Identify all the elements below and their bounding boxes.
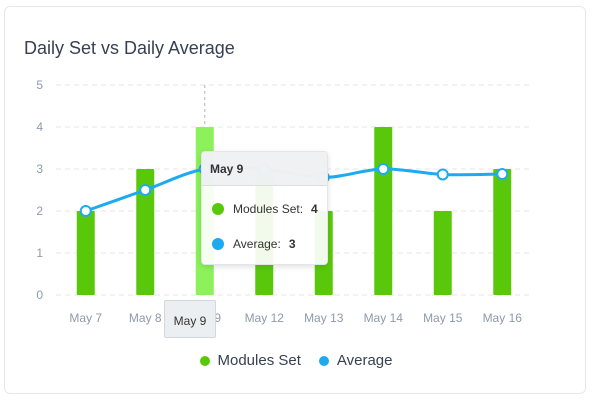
- x-tick-label: May 13: [304, 311, 344, 325]
- chart-legend: Modules Set Average: [0, 352, 592, 369]
- x-tick-label: May 8: [129, 311, 162, 325]
- x-tick-label: May 14: [364, 311, 404, 325]
- x-tick-label: May 15: [423, 311, 463, 325]
- x-axis-tooltip: May 9: [164, 300, 216, 338]
- average-point: [377, 163, 390, 175]
- y-tick-label: 3: [36, 162, 43, 176]
- y-tick-label: 4: [36, 120, 43, 134]
- legend-item-modules-set[interactable]: Modules Set: [199, 352, 301, 369]
- series-dot-icon: [212, 203, 224, 215]
- tooltip-date: May 9: [202, 152, 327, 186]
- tooltip-value: 3: [288, 237, 296, 251]
- series-dot-icon: [212, 238, 224, 250]
- legend-marker-icon: [318, 355, 329, 366]
- y-tick-label: 0: [36, 288, 43, 302]
- tooltip-value: 4: [311, 202, 318, 216]
- y-tick-label: 5: [36, 78, 43, 92]
- bar: [374, 127, 393, 295]
- legend-marker-icon: [199, 355, 210, 366]
- bar: [433, 211, 452, 295]
- bar: [136, 169, 155, 295]
- tooltip-label: Modules Set:: [233, 202, 304, 216]
- x-tick-label: May 12: [245, 311, 285, 325]
- x-tick-label: May 16: [483, 311, 523, 325]
- x-tick-label: May 7: [69, 311, 102, 325]
- chart-tooltip: May 9 Modules Set: 4 Average: 3: [201, 151, 328, 265]
- average-point: [496, 168, 509, 181]
- tooltip-label: Average:: [233, 237, 281, 251]
- average-point: [436, 168, 449, 181]
- bar: [493, 169, 512, 295]
- y-tick-label: 2: [36, 204, 43, 218]
- y-tick-label: 1: [36, 246, 43, 260]
- bar: [76, 211, 95, 295]
- average-point: [139, 184, 152, 196]
- average-point: [79, 205, 92, 217]
- chart-title: Daily Set vs Daily Average: [24, 38, 235, 58]
- tooltip-row-average: Average: 3: [212, 237, 296, 251]
- tooltip-row-modules: Modules Set: 4: [212, 202, 318, 216]
- legend-label: Modules Set: [217, 352, 301, 369]
- legend-label: Average: [336, 352, 393, 369]
- legend-item-average[interactable]: Average: [318, 352, 393, 369]
